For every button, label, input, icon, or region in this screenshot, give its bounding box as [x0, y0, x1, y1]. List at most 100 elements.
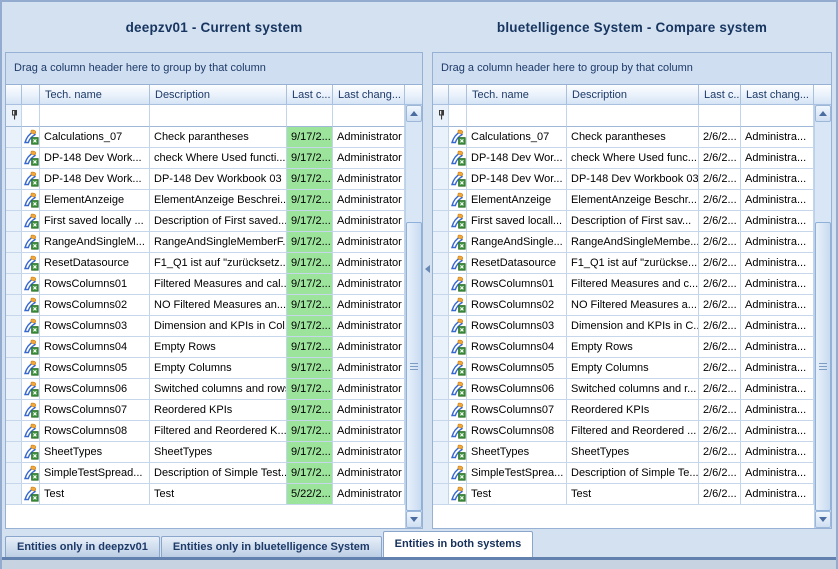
cell-description[interactable]: ElementAnzeige Beschrei... [150, 190, 287, 211]
table-row[interactable]: SimpleTestSprea... Description of Simple… [433, 463, 831, 484]
cell-tech-name[interactable]: RowsColumns05 [40, 358, 150, 379]
filter-row-indicator[interactable] [6, 105, 22, 127]
cell-last-changed[interactable]: 9/17/2... [287, 169, 333, 190]
cell-description[interactable]: NO Filtered Measures an... [150, 295, 287, 316]
cell-last-changed-by[interactable]: Administra... [741, 295, 814, 316]
table-row[interactable]: SimpleTestSpread... Description of Simpl… [6, 463, 422, 484]
column-header-last-changed[interactable]: Last c... [699, 85, 741, 105]
cell-description[interactable]: Filtered and Reordered ... [567, 421, 699, 442]
cell-tech-name[interactable]: SheetTypes [467, 442, 567, 463]
cell-description[interactable]: Check parantheses [567, 127, 699, 148]
cell-description[interactable]: Description of First saved... [150, 211, 287, 232]
filter-cell-description[interactable] [567, 105, 699, 127]
cell-last-changed[interactable]: 9/17/2... [287, 379, 333, 400]
column-header-last-changed-by[interactable]: Last chang... [741, 85, 814, 105]
cell-last-changed-by[interactable]: Administrator [333, 127, 405, 148]
table-row[interactable]: RowsColumns05 Empty Columns 9/17/2... Ad… [6, 358, 422, 379]
cell-last-changed-by[interactable]: Administra... [741, 316, 814, 337]
cell-description[interactable]: Empty Columns [567, 358, 699, 379]
cell-tech-name[interactable]: ResetDatasource [40, 253, 150, 274]
cell-tech-name[interactable]: DP-148 Dev Wor... [467, 169, 567, 190]
cell-tech-name[interactable]: SheetTypes [40, 442, 150, 463]
cell-tech-name[interactable]: Calculations_07 [467, 127, 567, 148]
table-row[interactable]: ElementAnzeige ElementAnzeige Beschrei..… [6, 190, 422, 211]
collapse-left-icon[interactable] [425, 265, 430, 273]
cell-last-changed-by[interactable]: Administrator [333, 253, 405, 274]
cell-tech-name[interactable]: RangeAndSingleM... [40, 232, 150, 253]
table-row[interactable]: RangeAndSingleM... RangeAndSingleMemberF… [6, 232, 422, 253]
cell-last-changed[interactable]: 9/17/2... [287, 211, 333, 232]
cell-last-changed-by[interactable]: Administra... [741, 274, 814, 295]
table-row[interactable]: RowsColumns04 Empty Rows 9/17/2... Admin… [6, 337, 422, 358]
filter-cell-last-changed-by[interactable] [333, 105, 405, 127]
table-row[interactable]: RowsColumns03 Dimension and KPIs in Col.… [6, 316, 422, 337]
table-row[interactable]: RangeAndSingle... RangeAndSingleMembe...… [433, 232, 831, 253]
cell-tech-name[interactable]: DP-148 Dev Work... [40, 169, 150, 190]
table-row[interactable]: RowsColumns03 Dimension and KPIs in C...… [433, 316, 831, 337]
table-row[interactable]: RowsColumns01 Filtered Measures and c...… [433, 274, 831, 295]
cell-last-changed-by[interactable]: Administrator [333, 274, 405, 295]
cell-description[interactable]: Test [150, 484, 287, 505]
filter-cell-description[interactable] [150, 105, 287, 127]
cell-tech-name[interactable]: DP-148 Dev Work... [40, 148, 150, 169]
cell-last-changed[interactable]: 9/17/2... [287, 148, 333, 169]
cell-last-changed[interactable]: 9/17/2... [287, 127, 333, 148]
filter-cell[interactable] [22, 105, 40, 127]
cell-last-changed-by[interactable]: Administra... [741, 190, 814, 211]
table-row[interactable]: RowsColumns04 Empty Rows 2/6/2... Admini… [433, 337, 831, 358]
cell-description[interactable]: RangeAndSingleMembe... [567, 232, 699, 253]
table-row[interactable]: ElementAnzeige ElementAnzeige Beschr... … [433, 190, 831, 211]
tab-entities-only-compare[interactable]: Entities only in bluetelligence System [160, 536, 382, 557]
cell-tech-name[interactable]: ResetDatasource [467, 253, 567, 274]
cell-tech-name[interactable]: RowsColumns06 [40, 379, 150, 400]
cell-last-changed-by[interactable]: Administrator [333, 190, 405, 211]
column-header-last-changed[interactable]: Last c... [287, 85, 333, 105]
table-row[interactable]: RowsColumns07 Reordered KPIs 9/17/2... A… [6, 400, 422, 421]
cell-tech-name[interactable]: RowsColumns04 [467, 337, 567, 358]
cell-last-changed[interactable]: 9/17/2... [287, 253, 333, 274]
filter-cell[interactable] [449, 105, 467, 127]
cell-last-changed[interactable]: 9/17/2... [287, 400, 333, 421]
scrollbar-thumb[interactable] [406, 222, 422, 511]
cell-description[interactable]: SheetTypes [567, 442, 699, 463]
cell-last-changed[interactable]: 9/17/2... [287, 463, 333, 484]
cell-last-changed[interactable]: 2/6/2... [699, 400, 741, 421]
cell-last-changed[interactable]: 2/6/2... [699, 463, 741, 484]
cell-last-changed-by[interactable]: Administra... [741, 358, 814, 379]
filter-cell-last-changed[interactable] [699, 105, 741, 127]
cell-description[interactable]: Empty Rows [150, 337, 287, 358]
table-row[interactable]: RowsColumns07 Reordered KPIs 2/6/2... Ad… [433, 400, 831, 421]
tab-entities-both-systems[interactable]: Entities in both systems [382, 531, 534, 557]
group-by-panel[interactable]: Drag a column header here to group by th… [433, 53, 831, 85]
cell-description[interactable]: SheetTypes [150, 442, 287, 463]
cell-tech-name[interactable]: Test [40, 484, 150, 505]
cell-description[interactable]: Filtered Measures and cal... [150, 274, 287, 295]
cell-last-changed[interactable]: 2/6/2... [699, 190, 741, 211]
cell-last-changed[interactable]: 2/6/2... [699, 442, 741, 463]
cell-last-changed-by[interactable]: Administrator [333, 211, 405, 232]
cell-description[interactable]: NO Filtered Measures a... [567, 295, 699, 316]
cell-description[interactable]: F1_Q1 ist auf "zurückse... [567, 253, 699, 274]
cell-last-changed-by[interactable]: Administra... [741, 337, 814, 358]
cell-tech-name[interactable]: RangeAndSingle... [467, 232, 567, 253]
cell-last-changed[interactable]: 9/17/2... [287, 358, 333, 379]
column-header-last-changed-by[interactable]: Last chang... [333, 85, 405, 105]
cell-description[interactable]: Filtered and Reordered K... [150, 421, 287, 442]
table-row[interactable]: RowsColumns08 Filtered and Reordered K..… [6, 421, 422, 442]
cell-last-changed[interactable]: 5/22/2... [287, 484, 333, 505]
cell-last-changed-by[interactable]: Administra... [741, 379, 814, 400]
cell-last-changed[interactable]: 2/6/2... [699, 253, 741, 274]
cell-last-changed-by[interactable]: Administrator [333, 379, 405, 400]
cell-last-changed[interactable]: 9/17/2... [287, 190, 333, 211]
cell-last-changed[interactable]: 9/17/2... [287, 232, 333, 253]
cell-last-changed[interactable]: 9/17/2... [287, 442, 333, 463]
cell-last-changed-by[interactable]: Administrator [333, 421, 405, 442]
cell-last-changed[interactable]: 2/6/2... [699, 169, 741, 190]
table-row[interactable]: Test Test 2/6/2... Administra... [433, 484, 831, 505]
table-row[interactable]: First saved locally ... Description of F… [6, 211, 422, 232]
cell-description[interactable]: Switched columns and r... [567, 379, 699, 400]
filter-cell-last-changed-by[interactable] [741, 105, 814, 127]
cell-tech-name[interactable]: ElementAnzeige [467, 190, 567, 211]
cell-last-changed-by[interactable]: Administrator [333, 316, 405, 337]
cell-tech-name[interactable]: SimpleTestSpread... [40, 463, 150, 484]
